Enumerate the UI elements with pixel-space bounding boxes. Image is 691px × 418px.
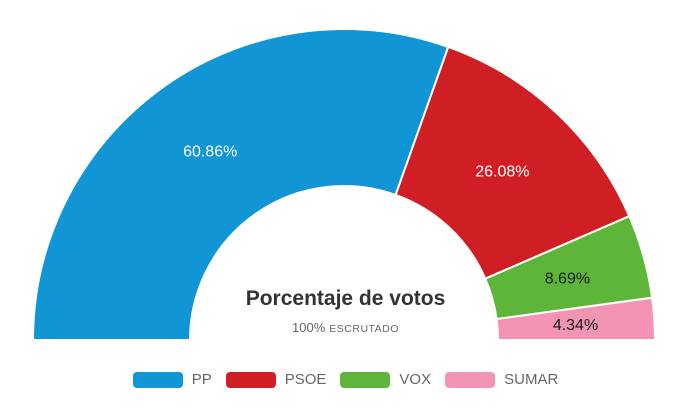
legend-label-vox: VOX — [399, 371, 432, 388]
chart-title: Porcentaje de votos — [245, 287, 446, 310]
legend-swatch-psoe — [225, 371, 276, 388]
legend-item-sumar[interactable]: SUMAR — [445, 371, 558, 388]
slice-label-sumar: 4.34% — [553, 317, 598, 334]
slice-psoe[interactable] — [394, 45, 631, 280]
slice-label-vox: 8.69% — [545, 271, 590, 288]
slice-pp[interactable] — [32, 28, 450, 341]
legend-item-pp[interactable]: PP — [132, 371, 212, 388]
legend: PP PSOE VOX SUMAR — [0, 371, 691, 388]
legend-swatch-pp — [132, 371, 183, 388]
subtitle-escrutado-label: ESCRUTADO — [329, 323, 399, 335]
chart-subtitle: 100% ESCRUTADO — [0, 320, 691, 335]
legend-label-psoe: PSOE — [284, 371, 327, 388]
subtitle-percent: 100% — [292, 320, 326, 335]
slice-sumar[interactable] — [495, 296, 656, 341]
slice-label-psoe: 26.08% — [475, 164, 529, 181]
legend-swatch-sumar — [445, 371, 496, 388]
legend-item-psoe[interactable]: PSOE — [225, 371, 327, 388]
legend-item-vox[interactable]: VOX — [340, 371, 431, 388]
slice-label-pp: 60.86% — [183, 143, 237, 160]
legend-swatch-vox — [340, 371, 391, 388]
legend-label-pp: PP — [191, 371, 212, 388]
legend-label-sumar: SUMAR — [504, 371, 559, 388]
